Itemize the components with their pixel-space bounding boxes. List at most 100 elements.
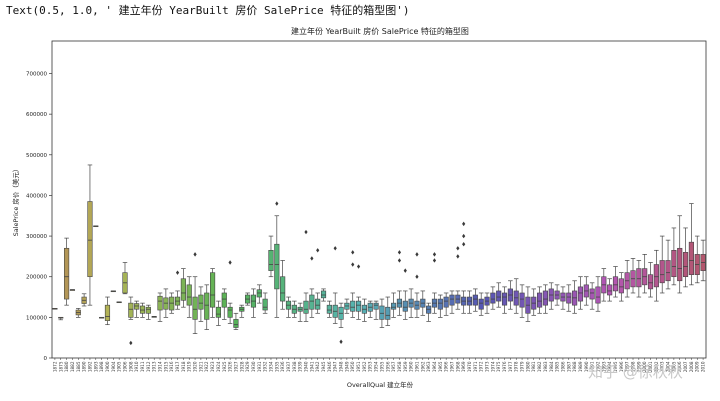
x-tick-label: 1992 bbox=[595, 361, 600, 372]
y-tick-label: 100000 bbox=[26, 315, 47, 321]
box bbox=[636, 268, 642, 288]
x-tick-label: 1900 bbox=[105, 361, 110, 372]
box bbox=[274, 243, 280, 290]
box-outlier bbox=[462, 221, 466, 227]
box-outlier bbox=[462, 233, 466, 239]
x-tick-label: 1921 bbox=[198, 361, 203, 372]
box bbox=[64, 247, 70, 300]
box bbox=[519, 292, 525, 308]
x-tick-label: 2008 bbox=[689, 361, 694, 372]
y-tick-label: 600000 bbox=[26, 112, 47, 118]
x-tick-label: 1930 bbox=[251, 361, 256, 372]
x-tick-label: 1885 bbox=[76, 361, 81, 372]
x-tick-label: 1958 bbox=[397, 361, 402, 372]
x-tick-label: 1955 bbox=[379, 361, 384, 372]
x-tick-label: 1967 bbox=[449, 361, 454, 372]
x-tick-label: 1882 bbox=[70, 361, 75, 372]
box bbox=[227, 306, 233, 318]
x-tick-label: 1994 bbox=[607, 361, 612, 372]
x-tick-label: 2005 bbox=[671, 361, 676, 372]
x-tick-label: 1925 bbox=[222, 361, 227, 372]
x-tick-label: 1990 bbox=[584, 361, 589, 372]
x-tick-label: 1948 bbox=[339, 361, 344, 372]
box bbox=[490, 292, 496, 304]
x-tick-label: 1945 bbox=[321, 361, 326, 372]
x-tick-label: 1982 bbox=[537, 361, 542, 372]
x-tick-label: 1995 bbox=[613, 361, 618, 372]
x-tick-label: 1908 bbox=[128, 361, 133, 372]
box bbox=[233, 319, 239, 328]
x-tick-label: 1988 bbox=[572, 361, 577, 372]
box-outlier bbox=[316, 248, 320, 253]
x-tick-label: 1914 bbox=[158, 361, 163, 372]
x-tick-label: 2010 bbox=[701, 361, 706, 372]
box bbox=[373, 302, 379, 310]
box bbox=[169, 296, 175, 311]
x-tick-label: 1985 bbox=[555, 361, 560, 372]
box bbox=[665, 260, 671, 282]
x-tick-label: 1949 bbox=[344, 361, 349, 372]
x-tick-label: 1924 bbox=[216, 361, 221, 372]
x-tick-label: 1950 bbox=[350, 361, 355, 372]
box bbox=[309, 294, 315, 310]
x-tick-label: 1983 bbox=[543, 361, 548, 372]
x-tick-label: 1977 bbox=[508, 361, 513, 372]
box-outlier bbox=[351, 262, 355, 267]
x-tick-label: 1954 bbox=[374, 361, 379, 372]
box-outlier bbox=[456, 254, 460, 259]
x-tick-label: 1872 bbox=[52, 361, 57, 372]
x-tick-label: 1920 bbox=[193, 361, 198, 372]
box-outlier bbox=[228, 260, 232, 265]
box bbox=[379, 305, 385, 320]
box-outlier bbox=[333, 246, 337, 251]
x-tick-label: 1952 bbox=[362, 361, 367, 372]
box bbox=[355, 300, 362, 312]
x-tick-label: 1880 bbox=[64, 361, 69, 372]
box bbox=[303, 300, 309, 314]
x-tick-label: 1915 bbox=[163, 361, 168, 372]
x-tick-label: 1993 bbox=[601, 361, 606, 372]
x-tick-label: 1917 bbox=[175, 361, 180, 372]
x-tick-label: 1959 bbox=[403, 361, 408, 372]
x-tick-label: 1937 bbox=[286, 361, 291, 372]
box bbox=[659, 260, 665, 284]
box bbox=[157, 295, 163, 311]
x-tick-label: 1935 bbox=[274, 361, 279, 372]
x-tick-label: 1998 bbox=[631, 361, 636, 372]
x-tick-label: 1939 bbox=[298, 361, 303, 372]
box bbox=[496, 290, 502, 302]
y-tick-label: 500000 bbox=[26, 153, 47, 159]
x-tick-label: 1964 bbox=[432, 361, 437, 372]
box bbox=[449, 294, 455, 306]
box bbox=[501, 292, 508, 306]
x-tick-label: 1980 bbox=[525, 361, 530, 372]
x-tick-label: 1970 bbox=[467, 361, 472, 372]
x-tick-label: 2000 bbox=[642, 361, 647, 372]
y-tick-label: 400000 bbox=[26, 193, 47, 199]
box bbox=[128, 302, 134, 318]
box bbox=[437, 298, 443, 310]
x-tick-label: 1942 bbox=[315, 361, 320, 372]
box bbox=[542, 290, 548, 306]
box bbox=[618, 278, 624, 294]
box bbox=[577, 286, 584, 302]
box-outlier bbox=[415, 252, 419, 257]
x-tick-label: 2009 bbox=[695, 361, 700, 372]
box bbox=[145, 306, 151, 314]
box bbox=[350, 300, 356, 312]
box bbox=[326, 304, 332, 314]
x-tick-label: 1929 bbox=[245, 361, 250, 372]
x-tick-label: 1923 bbox=[210, 361, 215, 372]
box-outlier bbox=[351, 250, 355, 255]
x-tick-label: 1928 bbox=[239, 361, 244, 372]
x-tick-label: 1987 bbox=[566, 361, 571, 372]
box bbox=[647, 274, 654, 290]
x-tick-label: 1911 bbox=[140, 361, 145, 372]
box-outlier bbox=[456, 246, 460, 251]
x-tick-label: 1938 bbox=[292, 361, 297, 372]
box-outlier bbox=[397, 250, 402, 255]
x-tick-label: 1984 bbox=[549, 361, 554, 372]
x-tick-label: 1956 bbox=[385, 361, 390, 372]
box bbox=[688, 241, 694, 275]
x-tick-label: 2003 bbox=[660, 361, 665, 372]
